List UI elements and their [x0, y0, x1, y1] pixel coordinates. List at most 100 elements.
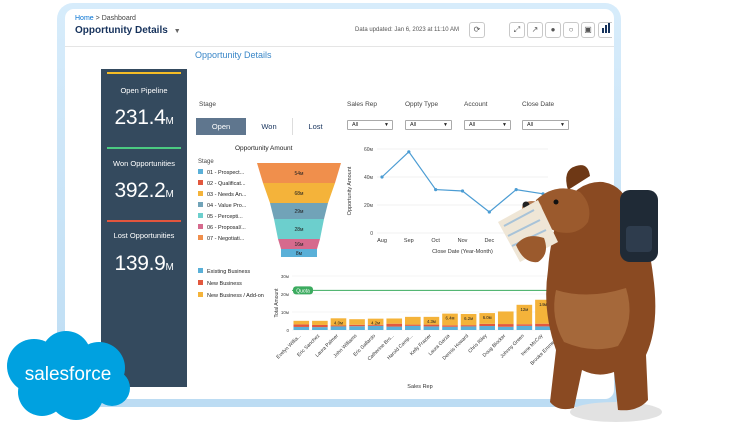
stage-open-button[interactable]: Open [196, 118, 246, 135]
funnel-segment[interactable] [281, 249, 317, 257]
folder-icon[interactable]: ▣ [581, 22, 595, 38]
share-icon[interactable]: ↗ [527, 22, 543, 38]
bar-legend-item[interactable]: New Business / Add-on [198, 292, 264, 299]
expand-icon[interactable]: ⤢ [509, 22, 525, 38]
bar-segment[interactable] [293, 324, 310, 327]
line-point[interactable] [380, 175, 384, 179]
bar-segment[interactable] [330, 326, 347, 330]
bar-segment[interactable] [405, 316, 421, 325]
funnel-legend-item[interactable]: 05 - Percepti... [198, 213, 243, 220]
bar-value-label: 4.2м [371, 321, 380, 326]
bar-segment[interactable] [442, 326, 458, 330]
close-date-select[interactable]: All ▼ [522, 120, 569, 130]
funnel-segment-label: 68м [295, 191, 305, 197]
bar-legend-item[interactable]: New Business [198, 280, 242, 287]
bar-segment[interactable] [442, 313, 458, 326]
funnel-segment[interactable] [257, 163, 341, 183]
bar-segment[interactable] [442, 325, 458, 327]
bar-segment[interactable] [516, 324, 533, 326]
y-axis-title: Opportunity Amount [347, 166, 353, 215]
section-title: Opportunity Details [195, 50, 272, 60]
chart-icon[interactable] [598, 22, 612, 38]
x-tick-label: Oct [431, 238, 440, 244]
line-point[interactable] [514, 188, 518, 192]
x-tick-label: Dec [484, 238, 494, 244]
bar-segment[interactable] [497, 326, 514, 330]
bar-segment[interactable] [367, 324, 384, 326]
bar-segment[interactable] [423, 326, 440, 330]
funnel-legend-item[interactable]: 06 - Proposal/... [198, 224, 246, 231]
bar-segment[interactable] [367, 325, 384, 330]
bar-segment[interactable] [516, 325, 533, 330]
bar-segment[interactable] [423, 324, 440, 327]
oppty-type-label: Oppty Type [405, 101, 439, 108]
bar-legend-item[interactable]: Existing Business [198, 268, 250, 275]
bar-segment[interactable] [460, 326, 477, 330]
funnel-title: Opportunity Amount [235, 145, 293, 152]
oppty-type-select[interactable]: All ▼ [405, 120, 452, 130]
stage-won-button[interactable]: Won [261, 122, 277, 131]
funnel-legend-item[interactable]: 01 - Prospect... [198, 169, 244, 176]
funnel-legend-item[interactable]: 07 - Negotiati... [198, 235, 244, 242]
bar-segment[interactable] [460, 325, 477, 327]
kpi-won-value[interactable]: 392.2M [114, 179, 174, 202]
bar-segment[interactable] [423, 316, 440, 325]
account-select[interactable]: All ▼ [464, 120, 511, 130]
chevron-down-icon[interactable]: ▼ [173, 28, 181, 35]
funnel-segment[interactable] [274, 219, 324, 239]
funnel-segment-label: 54м [295, 171, 305, 177]
bar-segment[interactable] [497, 311, 514, 325]
bar-segment[interactable] [479, 313, 495, 324]
line-point[interactable] [434, 188, 438, 192]
funnel-segment-label: 29м [295, 209, 305, 215]
line-chart[interactable]: 020м40м60мAugSepOctNovDec2022FeClose Dat… [343, 141, 555, 259]
bar-segment[interactable] [312, 324, 328, 328]
line-point[interactable] [407, 150, 411, 154]
bar-segment[interactable] [293, 326, 310, 330]
bar-segment[interactable] [479, 323, 495, 327]
funnel-segment[interactable] [278, 239, 320, 249]
bar-segment[interactable] [405, 324, 421, 326]
funnel-legend-item[interactable]: 03 - Needs An... [198, 191, 246, 198]
bar-segment[interactable] [535, 323, 551, 327]
bar-segment[interactable] [516, 304, 533, 325]
bar-segment[interactable] [460, 313, 477, 326]
bar-segment[interactable] [349, 324, 365, 327]
funnel-segment[interactable] [270, 203, 328, 219]
x-tick-label: Sep [404, 238, 414, 244]
funnel-segment-label: 28м [295, 227, 305, 233]
breadcrumb-home[interactable]: Home [75, 15, 94, 22]
y-axis-title: Total Amount [274, 288, 280, 318]
bar-segment[interactable] [367, 318, 384, 325]
comment-icon[interactable]: ○ [563, 22, 579, 38]
bar-segment[interactable] [535, 326, 551, 330]
close-date-label: Close Date [522, 101, 555, 108]
bar-segment[interactable] [386, 323, 403, 327]
stage-lost-button[interactable]: Lost [292, 118, 338, 135]
bar-segment[interactable] [312, 327, 328, 330]
funnel-chart[interactable]: 54м 68м 29м 28м 16м 8м [257, 163, 341, 263]
bar-segment[interactable] [386, 326, 403, 330]
kpi-open-value[interactable]: 231.4M [114, 106, 174, 129]
bar-segment[interactable] [479, 326, 495, 330]
bar-segment[interactable] [349, 319, 365, 325]
funnel-segment[interactable] [263, 183, 335, 203]
bar-segment[interactable] [293, 320, 310, 325]
sales-rep-select[interactable]: All ▼ [347, 120, 393, 130]
line-point[interactable] [460, 189, 465, 193]
subscribe-icon[interactable]: ● [545, 22, 561, 38]
bar-segment[interactable] [405, 325, 421, 330]
kpi-lost-value[interactable]: 139.9M [114, 252, 174, 275]
bar-segment[interactable] [349, 326, 365, 330]
funnel-legend-item[interactable]: 02 - Qualificat... [198, 180, 246, 187]
bar-segment[interactable] [386, 318, 403, 324]
bar-segment[interactable] [330, 318, 347, 326]
funnel-legend-item[interactable]: 04 - Value Pro... [198, 202, 246, 209]
bar-segment[interactable] [330, 325, 347, 327]
refresh-icon[interactable]: ⟳ [469, 22, 485, 38]
bar-segment[interactable] [497, 324, 514, 327]
line-point[interactable] [487, 210, 491, 214]
bar-segment[interactable] [312, 320, 328, 325]
funnel-segment-label: 8м [296, 251, 303, 257]
